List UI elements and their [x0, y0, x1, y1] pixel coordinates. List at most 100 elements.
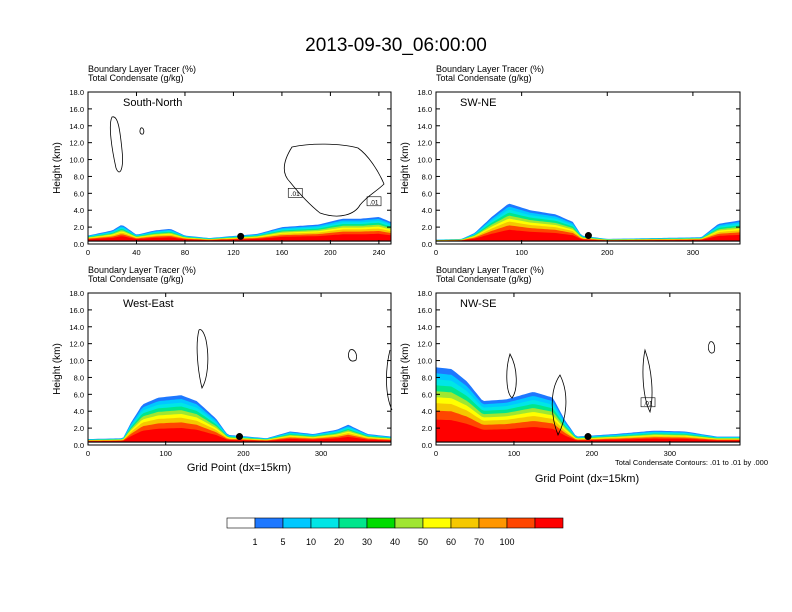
x-tick-label: 200: [601, 248, 614, 257]
tracer-field-west-east: [88, 395, 391, 443]
x-tick-label: 120: [227, 248, 240, 257]
colorbar-swatch: [506, 517, 536, 529]
y-tick-label: 8.0: [74, 373, 84, 382]
x-tick-label: 300: [664, 449, 677, 458]
y-tick-label: 12.0: [417, 139, 432, 148]
y-tick-label: 2.0: [422, 223, 432, 232]
contour-line: [139, 127, 145, 135]
contour-line: [348, 349, 357, 362]
location-marker: [584, 433, 592, 441]
x-tick-label: 160: [276, 248, 289, 257]
colorbar: 1 5 10 20 30 40 50 60 70 100: [226, 517, 564, 547]
contour-line: [283, 143, 385, 217]
tracer-band-9: [436, 229, 740, 242]
x-tick-label: 0: [86, 248, 90, 257]
y-tick-label: 0.0: [422, 441, 432, 450]
colorbar-label: 20: [334, 537, 344, 547]
x-axis-label-nw-se: Grid Point (dx=15km): [535, 473, 639, 485]
y-tick-label: 12.0: [69, 340, 84, 349]
y-tick-label: 2.0: [74, 223, 84, 232]
x-tick-label: 80: [181, 248, 189, 257]
x-tick-label: 0: [434, 449, 438, 458]
tracer-band-9: [88, 233, 391, 242]
y-tick-label: 4.0: [422, 407, 432, 416]
colorbar-label: 70: [474, 537, 484, 547]
y-axis-label: Height (km): [52, 343, 63, 395]
y-tick-label: 2.0: [422, 424, 432, 433]
y-tick-label: 14.0: [417, 122, 432, 131]
x-tick-label: 100: [515, 248, 528, 257]
condensate-label: Total Condensate (g/kg): [436, 274, 532, 284]
y-tick-label: 4.0: [422, 206, 432, 215]
contour-line: [196, 329, 209, 390]
colorbar-swatch: [422, 517, 452, 529]
panel-label: West-East: [123, 298, 174, 310]
y-tick-label: 6.0: [74, 390, 84, 399]
y-tick-label: 16.0: [69, 105, 84, 114]
y-tick-label: 14.0: [69, 122, 84, 131]
figure-title: 2013-09-30_06:00:00: [305, 35, 487, 56]
colorbar-label: 50: [418, 537, 428, 547]
y-axis-label: Height (km): [400, 343, 411, 395]
colorbar-swatch: [478, 517, 508, 529]
y-tick-label: 10.0: [69, 357, 84, 366]
condensate-label: Total Condensate (g/kg): [88, 73, 184, 83]
contour-label: .01: [643, 400, 652, 407]
colorbar-swatch: [450, 517, 480, 529]
colorbar-swatch: [394, 517, 424, 529]
y-tick-label: 12.0: [417, 340, 432, 349]
location-marker: [237, 232, 245, 240]
condensate-label: Total Condensate (g/kg): [436, 73, 532, 83]
y-tick-label: 0.0: [74, 441, 84, 450]
tracer-field-nw-se: [436, 367, 740, 443]
x-tick-label: 240: [373, 248, 386, 257]
x-axis-label-west-east: Grid Point (dx=15km): [187, 462, 291, 474]
colorbar-label: 10: [306, 537, 316, 547]
location-marker: [236, 433, 243, 441]
colorbar-swatch: [226, 517, 256, 529]
colorbar-swatch: [310, 517, 340, 529]
contour-line: [506, 353, 517, 399]
plot-frame: [87, 91, 392, 245]
y-tick-label: 14.0: [69, 323, 84, 332]
x-tick-label: 200: [237, 449, 250, 458]
x-tick-label: 100: [508, 449, 521, 458]
contour-label: .01: [291, 191, 300, 198]
condensate-contours: [109, 116, 716, 436]
panel-west-east: Boundary Layer Tracer (%)Total Condensat…: [52, 265, 392, 458]
y-tick-label: 10.0: [417, 156, 432, 165]
x-tick-label: 0: [434, 248, 438, 257]
contour-note: Total Condensate Contours: .01 to .01 by…: [615, 458, 768, 467]
y-tick-label: 16.0: [417, 105, 432, 114]
panel-south-north: Boundary Layer Tracer (%)Total Condensat…: [52, 64, 392, 257]
y-tick-label: 12.0: [69, 139, 84, 148]
colorbar-swatch: [282, 517, 312, 529]
contour-label-box: [366, 196, 382, 207]
y-tick-label: 8.0: [74, 172, 84, 181]
x-tick-label: 200: [586, 449, 599, 458]
condensate-label: Total Condensate (g/kg): [88, 274, 184, 284]
panel-sw-ne: Boundary Layer Tracer (%)Total Condensat…: [400, 64, 741, 257]
panel-label: NW-SE: [460, 298, 496, 310]
y-tick-label: 16.0: [417, 306, 432, 315]
y-tick-label: 18.0: [69, 289, 84, 298]
x-tick-label: 100: [159, 449, 172, 458]
panel-label: South-North: [123, 97, 182, 109]
y-tick-label: 6.0: [422, 390, 432, 399]
y-tick-label: 8.0: [422, 373, 432, 382]
tracer-band-9: [88, 428, 391, 443]
y-tick-label: 8.0: [422, 172, 432, 181]
y-tick-label: 0.0: [422, 240, 432, 249]
y-axis-label: Height (km): [400, 142, 411, 194]
y-tick-label: 0.0: [74, 240, 84, 249]
tracer-band-9: [436, 419, 740, 443]
panel-nw-se: Boundary Layer Tracer (%)Total Condensat…: [400, 265, 741, 458]
colorbar-label: 5: [280, 537, 285, 547]
y-tick-label: 2.0: [74, 424, 84, 433]
colorbar-swatch: [254, 517, 284, 529]
y-tick-label: 14.0: [417, 323, 432, 332]
contour-label: .01: [370, 199, 379, 206]
contour-line: [707, 341, 716, 354]
y-tick-label: 18.0: [69, 88, 84, 97]
